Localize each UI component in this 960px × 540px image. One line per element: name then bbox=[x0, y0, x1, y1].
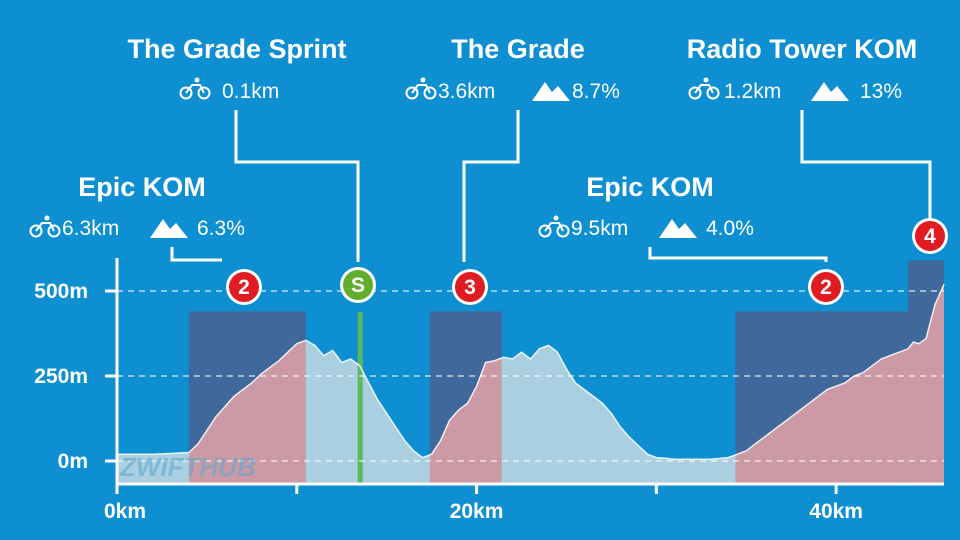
mountain-icon bbox=[532, 82, 570, 101]
annotation-title: Epic KOM bbox=[78, 172, 206, 202]
leader-lines bbox=[170, 110, 932, 262]
y-tick-label: 0m bbox=[58, 450, 88, 473]
y-tick-label: 500m bbox=[34, 280, 88, 303]
badge-label: 3 bbox=[464, 276, 476, 299]
leader-line-the-grade bbox=[462, 110, 520, 262]
annotation-title: Radio Tower KOM bbox=[687, 34, 918, 64]
sprint-lines bbox=[357, 312, 363, 484]
annotation-grade: 6.3% bbox=[197, 217, 245, 240]
annotation-grade-sprint: The Grade Sprint 0.1km bbox=[127, 34, 346, 103]
bicycle-icon bbox=[405, 77, 437, 100]
kom-badge: 3 bbox=[452, 269, 488, 305]
annotation-title: The Grade bbox=[451, 34, 585, 64]
annotation-epic-kom-2: Epic KOM 9.5km 4.0% bbox=[538, 172, 754, 240]
elevation-profile-outline bbox=[117, 283, 945, 461]
annotation-distance: 6.3km bbox=[62, 217, 119, 240]
sprint-badge: S bbox=[340, 267, 376, 303]
badge-label: 2 bbox=[238, 276, 250, 299]
annotation-the-grade: The Grade 3.6km 8.7% bbox=[405, 34, 620, 103]
annotation-distance: 9.5km bbox=[571, 217, 628, 240]
y-tick-label: 250m bbox=[34, 365, 88, 388]
annotation-title: The Grade Sprint bbox=[127, 34, 346, 64]
badge-label: S bbox=[351, 274, 365, 297]
axes bbox=[115, 258, 944, 486]
segment-badges: 2 S 3 2 4 bbox=[226, 218, 948, 305]
badge-label: 2 bbox=[820, 276, 832, 299]
annotation-grade: 13% bbox=[860, 80, 902, 103]
bicycle-icon bbox=[538, 215, 570, 238]
annotation-epic-kom-1: Epic KOM 6.3km 6.3% bbox=[29, 172, 245, 240]
elevation-profile-area bbox=[117, 284, 944, 484]
sprint-line bbox=[357, 312, 363, 484]
leader-line-grade-sprint bbox=[234, 110, 360, 262]
bicycle-icon bbox=[179, 77, 211, 100]
annotation-distance: 1.2km bbox=[724, 80, 781, 103]
x-ticks: 0km 20km 40km bbox=[104, 484, 863, 523]
leader-line-radio-tower bbox=[800, 110, 932, 218]
annotation-title: Epic KOM bbox=[586, 172, 714, 202]
watermark: ZWIFTHUB bbox=[119, 452, 256, 482]
climb-area bbox=[735, 348, 909, 484]
climb-area bbox=[908, 284, 944, 484]
annotation-radio-tower-kom: Radio Tower KOM 1.2km 13% bbox=[687, 34, 918, 103]
x-tick-label: 0km bbox=[104, 500, 146, 523]
leader-line-epic-kom-2 bbox=[648, 247, 828, 262]
kom-badge: 4 bbox=[912, 218, 948, 254]
bicycle-icon bbox=[688, 77, 720, 100]
mountain-icon bbox=[811, 82, 849, 101]
leader-line-epic-kom-1 bbox=[170, 247, 222, 262]
badge-label: 4 bbox=[924, 225, 936, 248]
mountain-icon bbox=[659, 219, 697, 238]
annotation-grade: 8.7% bbox=[572, 80, 620, 103]
annotation-distance: 0.1km bbox=[222, 80, 279, 103]
annotation-grade: 4.0% bbox=[706, 217, 754, 240]
bicycle-icon bbox=[29, 215, 61, 238]
y-ticks: 0m 250m 500m bbox=[34, 280, 117, 473]
x-tick-label: 20km bbox=[450, 500, 504, 523]
climb-area bbox=[429, 358, 502, 484]
kom-badge: 2 bbox=[808, 269, 844, 305]
annotation-distance: 3.6km bbox=[438, 80, 495, 103]
mountain-icon bbox=[150, 219, 188, 238]
x-tick-label: 40km bbox=[809, 500, 863, 523]
kom-badge: 2 bbox=[226, 269, 262, 305]
